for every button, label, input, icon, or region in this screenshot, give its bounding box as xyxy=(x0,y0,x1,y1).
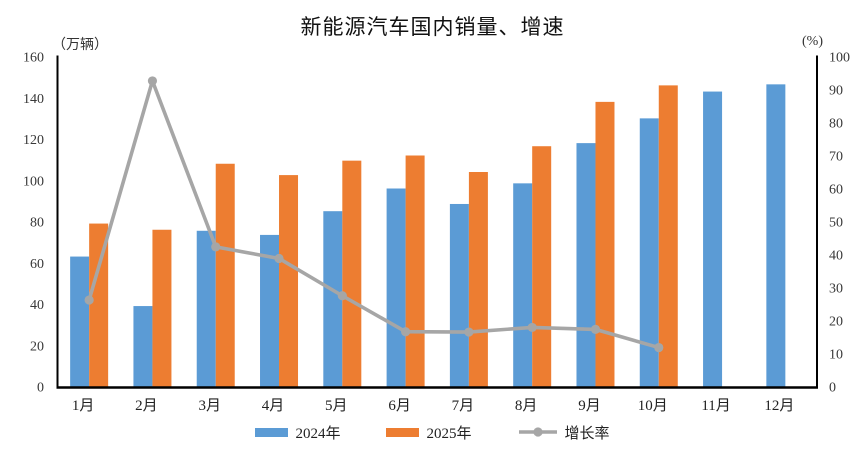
left-axis-tick-label: 80 xyxy=(30,216,44,231)
right-axis-tick-label: 100 xyxy=(829,51,850,66)
chart-title: 新能源汽车国内销量、增速 xyxy=(300,15,565,39)
bar-2025年-6月 xyxy=(405,155,425,387)
growth-rate-marker-3月 xyxy=(211,242,221,252)
bar-2025年-1月 xyxy=(89,223,109,387)
category-label: 10月 xyxy=(638,398,668,414)
category-label: 9月 xyxy=(578,398,601,414)
right-axis-tick-label: 20 xyxy=(829,315,843,330)
growth-rate-marker-4月 xyxy=(274,253,284,264)
legend-line-swatch-icon xyxy=(518,427,557,437)
legend-label: 2024年 xyxy=(295,425,341,442)
bar-2024年-11月 xyxy=(703,91,723,387)
growth-rate-marker-2月 xyxy=(147,76,158,86)
bar-2025年-4月 xyxy=(279,175,299,387)
right-axis-tick-label: 40 xyxy=(829,249,843,264)
bar-2025年-5月 xyxy=(342,160,362,387)
left-axis-tick-label: 40 xyxy=(30,298,44,313)
bar-2025年-2月 xyxy=(152,229,172,387)
growth-rate-line xyxy=(87,79,660,350)
right-axis-tick-label: 90 xyxy=(829,84,843,99)
category-label: 2月 xyxy=(135,398,158,414)
right-axis-tick-label: 70 xyxy=(829,150,843,165)
bar-2025年-3月 xyxy=(215,163,235,387)
left-axis-tick-label: 120 xyxy=(23,133,44,148)
growth-rate-marker-7月 xyxy=(464,327,474,337)
left-axis-tick-label: 0 xyxy=(37,381,44,396)
category-label: 5月 xyxy=(325,398,348,414)
legend: 2024年 2025年 增长率 xyxy=(0,422,865,442)
right-axis-tick-label: 30 xyxy=(829,282,843,297)
bar-2024年-12月 xyxy=(766,84,786,387)
bar-2025年-9月 xyxy=(595,101,615,387)
bar-2025年-8月 xyxy=(532,146,552,387)
category-label: 3月 xyxy=(198,398,221,414)
left-axis-tick-label: 20 xyxy=(30,339,44,354)
left-axis-tick-label: 60 xyxy=(30,257,44,272)
category-label: 7月 xyxy=(452,398,475,414)
legend-item-增长率: 增长率 xyxy=(518,422,610,443)
left-axis-unit-label: （万辆） xyxy=(52,38,108,53)
growth-rate-marker-8月 xyxy=(527,322,537,333)
right-axis-tick-label: 80 xyxy=(829,117,843,132)
category-label: 4月 xyxy=(262,398,285,414)
bar-2025年-7月 xyxy=(468,172,488,387)
category-label: 12月 xyxy=(764,398,794,414)
bar-2024年-6月 xyxy=(386,188,406,387)
right-axis-tick-label: 10 xyxy=(829,348,843,363)
growth-rate-marker-10月 xyxy=(654,342,664,353)
legend-bar-swatch-icon xyxy=(386,427,420,437)
bar-2024年-2月 xyxy=(133,306,153,387)
left-axis-tick-label: 140 xyxy=(23,92,44,107)
legend-label: 增长率 xyxy=(564,425,610,442)
bar-2024年-7月 xyxy=(449,203,469,387)
bar-2024年-9月 xyxy=(576,143,596,387)
legend-item-2025年: 2025年 xyxy=(386,422,472,443)
category-label: 1月 xyxy=(72,398,95,414)
left-axis-tick-label: 160 xyxy=(23,51,44,66)
category-label: 6月 xyxy=(388,398,411,414)
bar-2024年-10月 xyxy=(639,118,659,387)
bar-2024年-5月 xyxy=(323,211,343,387)
bar-2024年-3月 xyxy=(196,230,216,387)
growth-rate-marker-5月 xyxy=(337,291,347,301)
right-axis-tick-label: 50 xyxy=(829,216,843,231)
growth-rate-marker-1月 xyxy=(84,295,94,305)
growth-rate-marker-9月 xyxy=(590,324,601,335)
bar-2024年-1月 xyxy=(70,256,90,387)
growth-rate-marker-6月 xyxy=(401,327,411,337)
category-label: 8月 xyxy=(515,398,538,414)
left-axis-tick-label: 100 xyxy=(23,174,44,189)
right-axis-tick-label: 60 xyxy=(829,183,843,198)
legend-label: 2025年 xyxy=(426,425,472,442)
bar-2024年-8月 xyxy=(513,183,533,387)
legend-bar-swatch-icon xyxy=(255,427,289,437)
bar-2024年-4月 xyxy=(260,234,280,387)
right-axis-unit-label: (%) xyxy=(802,34,823,49)
category-label: 11月 xyxy=(701,398,730,414)
bar-2025年-10月 xyxy=(658,85,678,387)
right-axis-tick-label: 0 xyxy=(829,381,836,396)
legend-item-2024年: 2024年 xyxy=(255,422,340,443)
